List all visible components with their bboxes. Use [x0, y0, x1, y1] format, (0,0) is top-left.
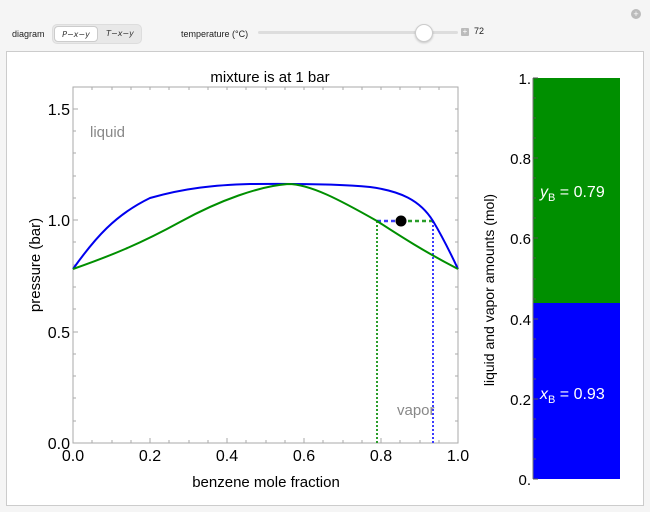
main-plot: mixture is at 1 bar 0.0 0.5 1.0 1.5 0.: [27, 69, 469, 491]
liquid-amount-bar: [533, 303, 620, 479]
options-plus-icon[interactable]: +: [631, 9, 641, 19]
x-axis-label: benzene mole fraction: [192, 474, 340, 491]
amounts-bar-chart: 0. 0.2 0.4 0.6 0.8 1. liquid and vapor a…: [481, 71, 620, 489]
x-tick-label: 0.0: [62, 448, 84, 465]
y-tick-label: 0.0: [48, 436, 70, 453]
plot-frame: [72, 86, 459, 444]
x-tick-label: 0.4: [216, 448, 238, 465]
y-ticks: [73, 108, 458, 444]
y-tick-label: 1.5: [48, 102, 70, 119]
plot-title: mixture is at 1 bar: [210, 69, 329, 86]
x-tick-label: 0.8: [370, 448, 392, 465]
diagram-label: diagram: [12, 29, 45, 39]
bar-y-tick-label: 0.2: [510, 392, 531, 409]
x-tick-label: 0.6: [293, 448, 315, 465]
y-tick-label: 0.5: [48, 325, 70, 342]
vapor-region-label: vapor: [397, 402, 435, 419]
control-bar: diagram P−x−y T−x−y temperature (°C) + 7…: [0, 0, 650, 50]
temperature-slider[interactable]: [258, 31, 458, 34]
x-ticks: [72, 87, 440, 443]
bar-y-ticks: [533, 77, 538, 480]
bar-y-tick-label: 0.4: [510, 312, 531, 329]
bar-y-tick-label: 0.: [518, 472, 531, 489]
x-tick-label: 1.0: [447, 448, 469, 465]
y-tick-label: 1.0: [48, 213, 70, 230]
y-axis-label: pressure (bar): [27, 218, 44, 312]
bar-y-tick-label: 0.8: [510, 151, 531, 168]
diagram-toggle: P−x−y T−x−y: [52, 24, 142, 44]
diagram-pxy-button[interactable]: P−x−y: [54, 26, 98, 42]
bar-y-tick-labels: 0. 0.2 0.4 0.6 0.8 1.: [510, 71, 531, 489]
dew-point-curve: [72, 182, 459, 270]
y-tick-labels: 0.0 0.5 1.0 1.5: [48, 102, 70, 453]
liquid-composition-label: xB = 0.93: [539, 386, 605, 406]
x-tick-label: 0.2: [139, 448, 161, 465]
bar-y-tick-label: 0.6: [510, 231, 531, 248]
state-point-marker[interactable]: [395, 215, 407, 227]
x-tick-labels: 0.0 0.2 0.4 0.6 0.8 1.0: [62, 448, 469, 465]
vapor-composition-label: yB = 0.79: [539, 184, 605, 204]
liquid-region-label: liquid: [90, 124, 125, 141]
expand-slider-plus-icon[interactable]: +: [461, 27, 469, 36]
bar-y-axis-label: liquid and vapor amounts (mol): [481, 194, 497, 386]
temperature-label: temperature (°C): [181, 29, 249, 39]
bar-y-tick-label: 1.: [518, 71, 531, 88]
vapor-amount-bar: [533, 78, 620, 303]
diagram-txy-button[interactable]: T−x−y: [106, 29, 134, 38]
temperature-slider-thumb[interactable]: [415, 24, 433, 42]
temperature-value: 72: [474, 26, 485, 36]
